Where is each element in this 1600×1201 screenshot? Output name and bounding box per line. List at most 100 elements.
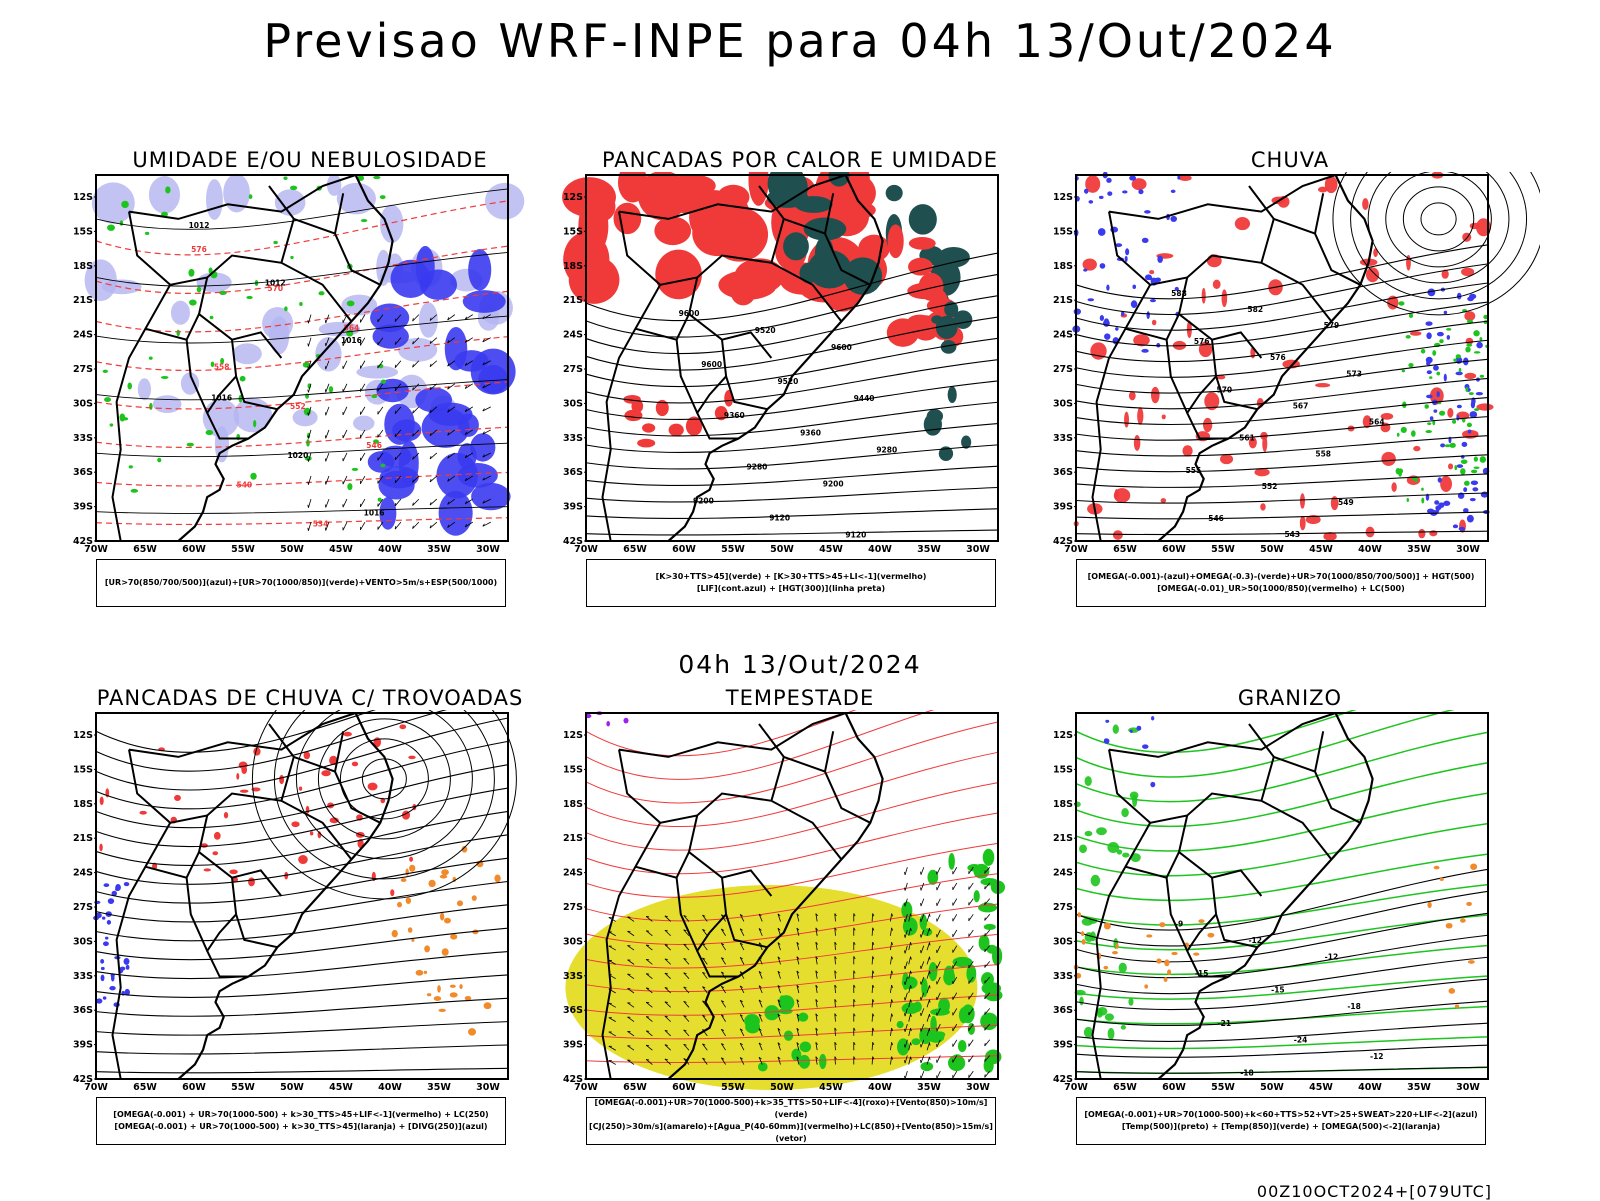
storm-red-patch: [174, 795, 181, 801]
lat-label: 36S: [1053, 1005, 1073, 1016]
omega-red-patch: [1203, 418, 1212, 432]
lat-label: 33S: [1053, 433, 1073, 444]
omega-blue-east-patch: [1447, 335, 1450, 340]
wind-green-patch: [920, 1062, 933, 1071]
lon-label: 35W: [917, 1082, 941, 1093]
humidity-green-patch: [290, 256, 293, 259]
omega-green-patch: [1480, 456, 1486, 463]
omega-blue-patch: [1125, 256, 1128, 262]
lon-label: 50W: [1260, 544, 1284, 555]
lon-label: 50W: [770, 1082, 794, 1093]
lat-label: 27S: [1053, 902, 1073, 913]
instability-red-east-patch: [888, 224, 904, 258]
wind-vector: [872, 999, 873, 1007]
omega500-orange-east-patch: [1466, 902, 1472, 906]
omega-green-patch: [1474, 457, 1478, 462]
humidity-green-patch: [189, 300, 197, 306]
humidity-green-patch: [352, 468, 359, 471]
legend-line: [OMEGA(-0.001) + UR>70(1000-500) + k>30_…: [97, 1109, 505, 1121]
omega-green-patch: [1471, 470, 1477, 474]
omega-green-patch: [1425, 430, 1432, 433]
hail-blue-patch: [1105, 720, 1109, 723]
omega-green-patch: [1465, 387, 1468, 392]
omega-blue-patch: [1106, 178, 1111, 183]
omega-blue-patch: [1177, 176, 1180, 180]
contour-label: 546: [366, 441, 382, 450]
omega-green-patch: [1401, 427, 1407, 433]
omega-red-patch: [1448, 463, 1453, 469]
contour-label: 1012: [189, 221, 210, 230]
contour-label: 558: [1315, 450, 1331, 459]
temp850-green-west-patch: [1079, 997, 1083, 1006]
lon-label: 40W: [378, 544, 402, 555]
contour-label: 549: [1338, 498, 1354, 507]
humidity-blue-patch: [356, 366, 398, 379]
humidity-green-patch: [119, 414, 125, 422]
lon-label: 70W: [574, 1082, 598, 1093]
contour-label: 552: [290, 402, 306, 411]
lat-label: 18S: [1053, 799, 1073, 810]
storm-orange-patch: [457, 900, 463, 906]
instability-dark-patch: [783, 232, 809, 260]
omega-blue-east-patch: [1470, 498, 1476, 501]
instability-red-patch: [638, 172, 688, 220]
omega500-orange-patch: [1198, 919, 1204, 923]
humidity-green-patch: [381, 379, 386, 383]
humidity-blue-dense-patch: [458, 413, 479, 436]
lon-label: 50W: [770, 544, 794, 555]
storm-orange-patch: [427, 993, 431, 996]
temp850-green-west-patch: [1128, 998, 1133, 1006]
contour-label: 1016: [364, 509, 385, 518]
lon-label: 40W: [1358, 1082, 1382, 1093]
omega-red-patch: [1464, 311, 1475, 321]
contour-label: 567: [1293, 401, 1309, 410]
storm-red-patch: [352, 762, 358, 767]
lat-label: 15S: [73, 764, 93, 775]
omega-blue-patch: [1129, 175, 1136, 180]
omega-blue-patch: [1088, 200, 1093, 204]
wind-vector: [872, 1057, 873, 1065]
omega500-orange-east-patch: [1460, 919, 1466, 923]
storm-orange-patch: [406, 897, 411, 904]
wind-green-patch: [903, 917, 918, 935]
lat-label: 30S: [563, 936, 583, 947]
wind-green-patch: [897, 1021, 904, 1028]
contour-label: 9280: [876, 445, 897, 454]
contour-label: -18: [1240, 1069, 1254, 1078]
temp850-green-west-patch: [1084, 1027, 1093, 1038]
lon-label: 65W: [133, 544, 157, 555]
temp850-green-west-patch: [1091, 875, 1101, 887]
divergence-blue-patch: [109, 986, 115, 990]
omega-red-patch: [1124, 412, 1129, 428]
lat-label: 24S: [1053, 330, 1073, 341]
divergence-blue-patch: [103, 883, 109, 887]
omega-red-patch: [1137, 407, 1143, 425]
legend-line: [UR>70(850/700/500)](azul)+[UR>70(1000/8…: [97, 577, 505, 589]
wind-vector: [872, 1014, 873, 1022]
lon-label: 45W: [819, 1082, 843, 1093]
panel-title: UMIDADE E/OU NEBULOSIDADE: [60, 148, 560, 172]
humidity-green-patch: [161, 376, 169, 379]
temp850-green-west-patch: [1132, 795, 1137, 807]
omega-red-patch: [1429, 530, 1437, 536]
humidity-green-patch: [347, 483, 352, 490]
omega-green-patch: [1456, 354, 1461, 358]
omega-blue-patch: [1157, 255, 1163, 262]
lat-label: 39S: [73, 502, 93, 513]
humidity-blue-patch: [149, 176, 180, 213]
lat-label: 12S: [1053, 192, 1073, 203]
omega-green-patch: [1402, 370, 1405, 373]
lon-label: 40W: [1358, 544, 1382, 555]
omega-blue-east-patch: [1434, 500, 1439, 504]
omega-green-patch: [1397, 433, 1400, 437]
humidity-blue-dense-patch: [470, 433, 495, 461]
humidity-green-patch: [131, 489, 138, 493]
storm-red-patch: [310, 831, 313, 835]
omega500-orange-patch: [1116, 943, 1119, 949]
omega-blue-east-patch: [1470, 411, 1478, 418]
temp850-green-west-patch: [1113, 724, 1119, 733]
